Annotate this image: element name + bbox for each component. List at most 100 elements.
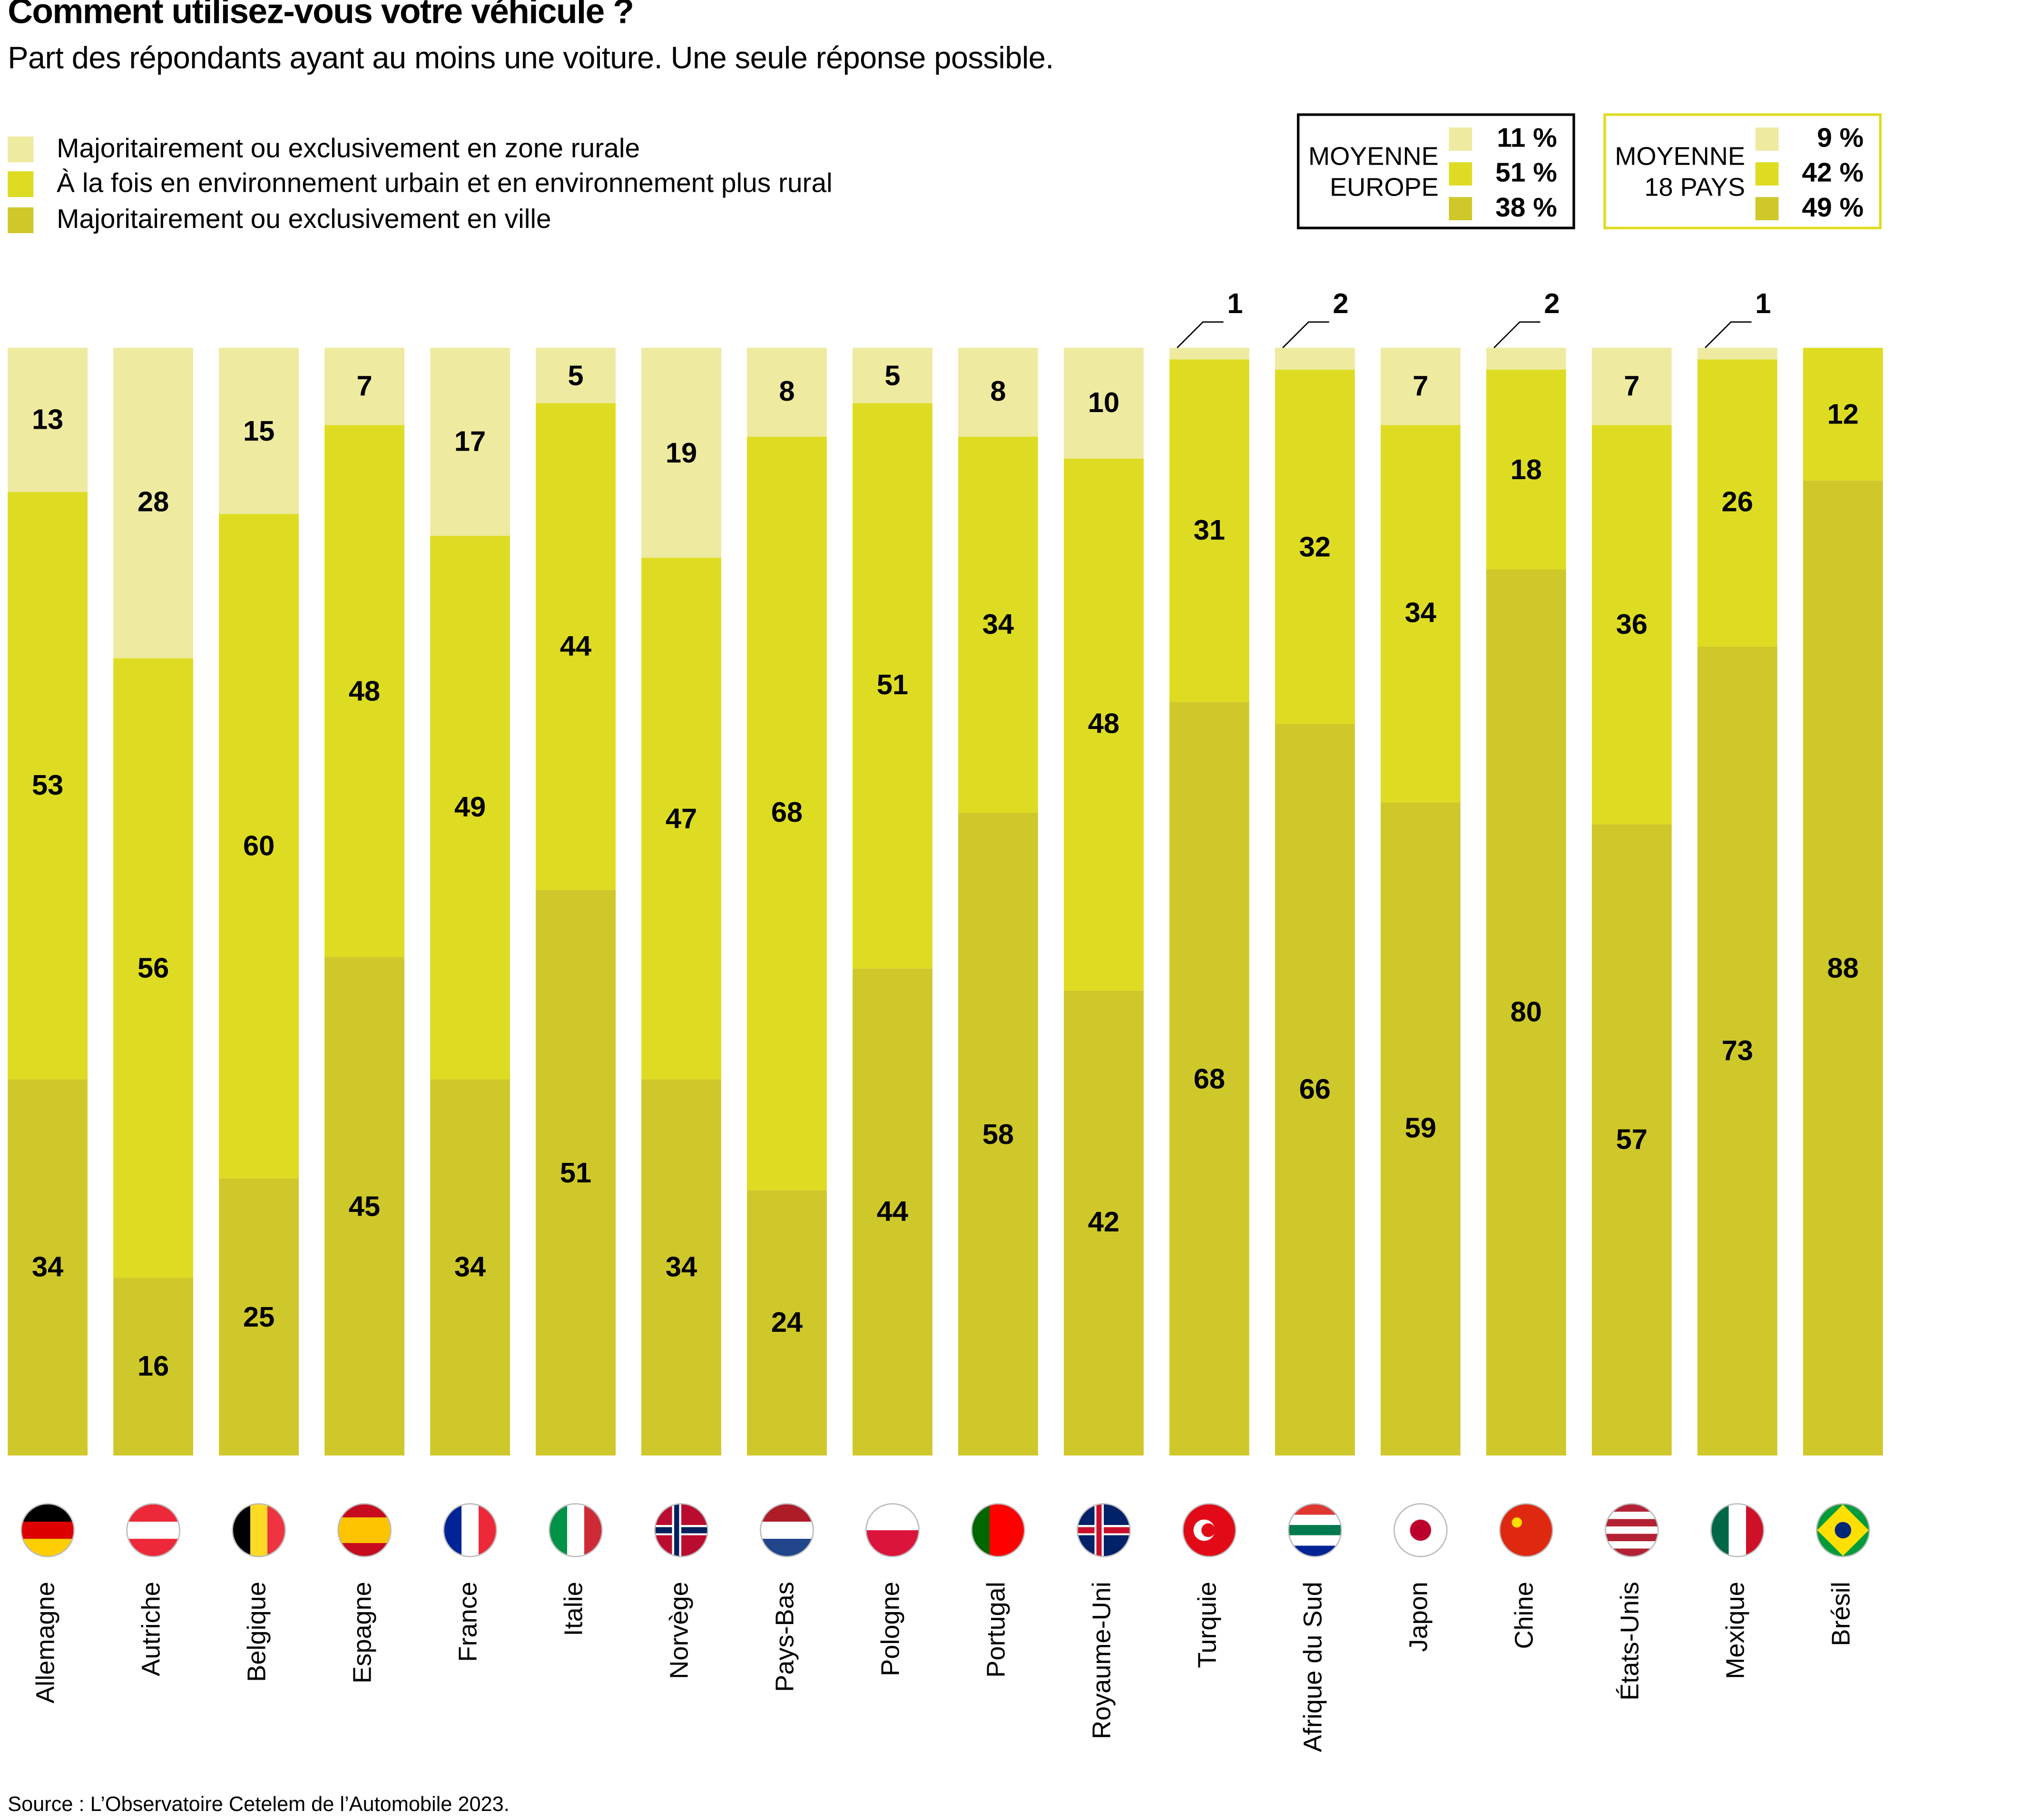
data-label-rural: 5 bbox=[884, 358, 901, 391]
data-label-ville: 68 bbox=[1193, 1062, 1225, 1094]
bar-segment-mixte bbox=[747, 436, 827, 1190]
flag-south-africa-icon bbox=[1288, 1503, 1342, 1557]
x-tick-label: Chine bbox=[1511, 1582, 1539, 1649]
data-label-mixte: 44 bbox=[559, 630, 592, 662]
x-tick-label: Norvège bbox=[666, 1582, 695, 1679]
bar-segment-ville bbox=[8, 1079, 88, 1456]
bar-segment-ville bbox=[641, 1079, 721, 1456]
data-label-ville: 66 bbox=[1299, 1073, 1331, 1106]
bar-segment-rural bbox=[853, 347, 932, 403]
bar-segment-ville bbox=[1697, 647, 1777, 1456]
bar-segment-mixte bbox=[641, 558, 721, 1079]
bar-segment-ville bbox=[1803, 481, 1883, 1456]
flag-spain-icon bbox=[337, 1503, 392, 1557]
data-label-mixte: 51 bbox=[876, 669, 909, 701]
data-label-ville: 51 bbox=[559, 1156, 592, 1189]
swatch-rural bbox=[1449, 127, 1472, 151]
swatch-ville bbox=[1449, 197, 1472, 220]
x-tick-label: Royaume-Uni bbox=[1088, 1582, 1117, 1740]
data-label-rural: 19 bbox=[665, 436, 697, 469]
bar-segment-mixte bbox=[1169, 359, 1249, 702]
x-tick-label: Turquie bbox=[1194, 1582, 1222, 1668]
data-label-rural: 2 bbox=[1333, 287, 1349, 320]
flag-uk-icon bbox=[1077, 1503, 1131, 1557]
data-label-rural: 15 bbox=[243, 414, 275, 446]
flag-brazil-icon bbox=[1816, 1503, 1870, 1557]
bar-segment-mixte bbox=[324, 425, 404, 957]
data-label-ville: 34 bbox=[454, 1250, 486, 1283]
flag-turkey-icon bbox=[1182, 1503, 1237, 1557]
bar-segment-rural bbox=[430, 347, 510, 536]
bar-segment-ville bbox=[113, 1278, 194, 1456]
data-label-rural: 7 bbox=[356, 370, 373, 402]
data-label-mixte: 48 bbox=[1088, 708, 1120, 740]
bar-segment-mixte bbox=[1591, 425, 1672, 824]
data-label-ville: 57 bbox=[1616, 1123, 1648, 1155]
average-18-pays-box: MOYENNE 18 PAYS 9 % 42 % 49 % bbox=[1603, 113, 1882, 229]
bar-segment-mixte bbox=[958, 436, 1038, 813]
average-value-mixte: 42 % bbox=[1802, 158, 1864, 188]
bar-segment-ville bbox=[1169, 702, 1249, 1456]
bar-segment-mixte bbox=[853, 403, 932, 968]
bar-segment-rural bbox=[324, 347, 404, 425]
bar-segment-ville bbox=[430, 1079, 510, 1456]
x-tick-label: Afrique du Sud bbox=[1299, 1582, 1328, 1752]
bar-segment-mixte bbox=[1380, 425, 1461, 802]
data-label-mixte: 48 bbox=[348, 674, 381, 707]
bar-segment-ville bbox=[1486, 569, 1566, 1456]
data-label-rural: 1 bbox=[1755, 287, 1771, 320]
x-tick-label: France bbox=[454, 1582, 483, 1662]
data-label-rural: 8 bbox=[779, 375, 795, 408]
legend-swatch-ville bbox=[8, 207, 34, 233]
x-tick-label: Mexique bbox=[1722, 1582, 1750, 1679]
bar-segment-mixte bbox=[219, 514, 299, 1179]
data-label-mixte: 18 bbox=[1510, 453, 1542, 485]
bar-segment-rural bbox=[641, 347, 721, 559]
flag-usa-icon bbox=[1604, 1503, 1659, 1557]
data-label-mixte: 32 bbox=[1299, 530, 1331, 563]
data-label-ville: 45 bbox=[348, 1189, 381, 1222]
bar-segment-rural bbox=[1697, 347, 1777, 359]
legend-label: Majoritairement ou exclusivement en vill… bbox=[57, 205, 551, 235]
leader-line bbox=[1177, 321, 1224, 348]
swatch-mixte bbox=[1449, 162, 1472, 186]
data-label-mixte: 47 bbox=[665, 802, 697, 834]
bar-segment-rural bbox=[219, 347, 299, 514]
data-label-ville: 24 bbox=[771, 1306, 803, 1338]
bar-segment-rural bbox=[113, 347, 194, 658]
data-label-mixte: 60 bbox=[243, 829, 275, 862]
data-label-ville: 58 bbox=[982, 1117, 1014, 1150]
data-label-ville: 25 bbox=[243, 1300, 275, 1333]
flag-netherlands-icon bbox=[760, 1503, 814, 1557]
data-label-mixte: 53 bbox=[31, 768, 64, 801]
bar-segment-ville bbox=[1275, 724, 1355, 1456]
bar-segment-ville bbox=[1063, 990, 1144, 1456]
swatch-mixte bbox=[1755, 162, 1779, 186]
average-value-ville: 49 % bbox=[1802, 193, 1864, 223]
bar-segment-rural bbox=[1063, 347, 1144, 459]
data-label-rural: 8 bbox=[990, 375, 1006, 408]
bar-segment-mixte bbox=[1697, 359, 1777, 647]
bar-segment-mixte bbox=[536, 403, 616, 891]
bar-segment-rural bbox=[8, 347, 88, 492]
swatch-ville bbox=[1755, 197, 1779, 220]
leader-lines bbox=[1177, 321, 1752, 348]
data-label-ville: 16 bbox=[137, 1350, 169, 1383]
data-label-rural: 10 bbox=[1088, 386, 1120, 419]
average-label: 18 PAYS bbox=[1644, 174, 1745, 202]
chart-title: Comment utilisez-vous votre véhicule ? bbox=[8, 0, 634, 31]
legend-label: À la fois en environnement urbain et en … bbox=[57, 168, 833, 198]
flag-china-icon bbox=[1499, 1503, 1553, 1557]
x-tick-label: Japon bbox=[1405, 1582, 1433, 1652]
legend-item-mixte: À la fois en environnement urbain et en … bbox=[8, 168, 833, 200]
flag-japan-icon bbox=[1393, 1503, 1448, 1557]
data-label-mixte: 34 bbox=[1404, 597, 1436, 630]
legend-item-ville: Majoritairement ou exclusivement en vill… bbox=[8, 205, 551, 236]
flag-austria-icon bbox=[126, 1503, 180, 1557]
flag-france-icon bbox=[443, 1503, 497, 1557]
x-tick-label: Pologne bbox=[877, 1582, 906, 1676]
data-label-ville: 34 bbox=[31, 1250, 64, 1283]
data-label-ville: 34 bbox=[665, 1250, 697, 1283]
x-tick-label: Belgique bbox=[243, 1582, 272, 1682]
bar-segment-ville bbox=[219, 1178, 299, 1456]
